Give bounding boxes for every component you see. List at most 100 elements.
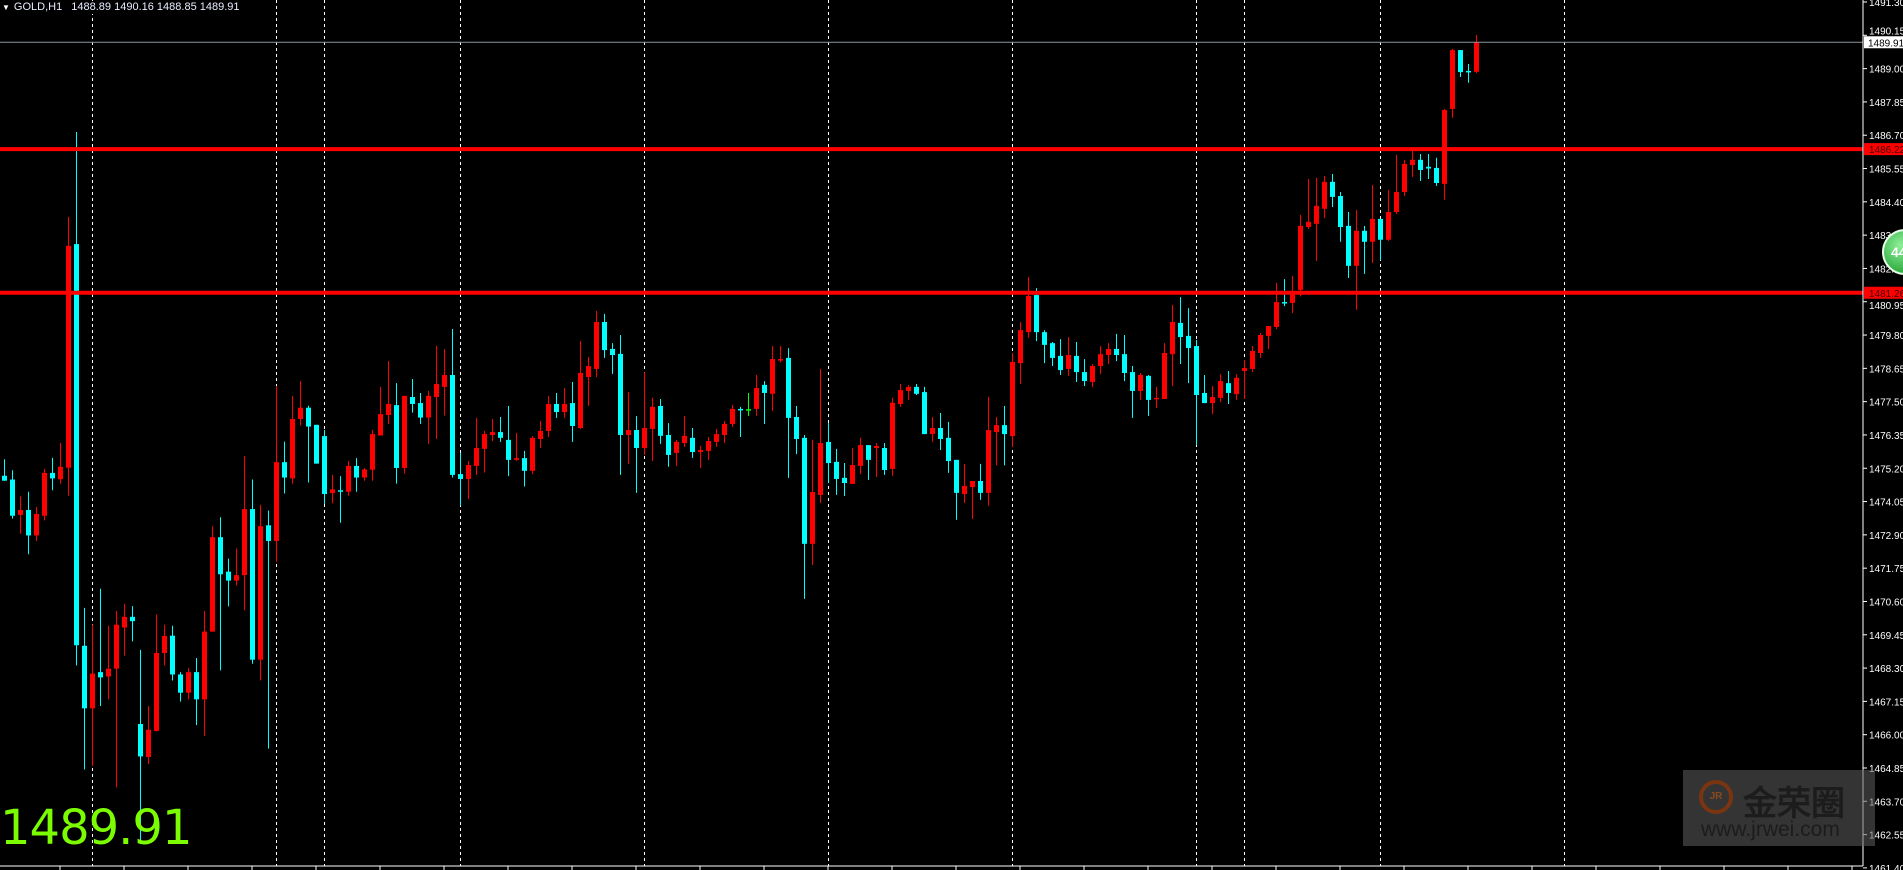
candle-body [642, 428, 647, 448]
candle [1338, 191, 1343, 242]
candle-body [1186, 335, 1191, 349]
price-tick-label: 1471.75 [1869, 564, 1903, 575]
candle-body [186, 672, 191, 693]
candle [1322, 176, 1327, 219]
candle [554, 392, 559, 418]
candle [818, 368, 823, 504]
candle [954, 459, 959, 520]
candle-body [626, 430, 631, 435]
candle [66, 216, 71, 496]
candle [1122, 335, 1127, 382]
candle [114, 611, 119, 788]
candle [1050, 341, 1055, 367]
candle-body [922, 392, 927, 435]
candle [498, 416, 503, 442]
candle-body [90, 673, 95, 709]
price-tick-label: 1470.60 [1869, 597, 1903, 608]
level-label: 1481.26 [1869, 289, 1903, 300]
candle-body [730, 408, 735, 424]
candle-body [970, 480, 975, 488]
candle [1058, 339, 1063, 376]
candle-body [1210, 397, 1215, 404]
candle-body [426, 395, 431, 418]
candle-body [786, 357, 791, 418]
badge-circle[interactable]: 44 [1882, 229, 1903, 275]
candle [154, 614, 159, 732]
candle [1474, 35, 1479, 73]
candle-body [322, 436, 327, 495]
candle [282, 441, 287, 494]
chart-header: ▼ GOLD,H1 1488.89 1490.16 1488.85 1489.91 [2, 1, 243, 14]
candle-body [1202, 392, 1207, 404]
candle [866, 445, 871, 480]
candle-body [58, 466, 63, 480]
candle [506, 405, 511, 477]
candle-body [946, 437, 951, 462]
candle [730, 404, 735, 427]
candle [1162, 343, 1167, 400]
candle-body [458, 474, 463, 479]
candle [1018, 322, 1023, 384]
price-tick-label: 1483.25 [1869, 231, 1903, 242]
candle-body [738, 408, 743, 411]
candle-body [1458, 50, 1463, 73]
candle-body [1442, 110, 1447, 184]
candle [226, 558, 231, 607]
candle-body [34, 514, 39, 536]
candle [10, 470, 15, 519]
candle [1410, 150, 1415, 177]
candle [1442, 108, 1447, 200]
candle [50, 457, 55, 491]
candle-body [1394, 191, 1399, 212]
candle-body [394, 405, 399, 468]
candle [34, 507, 39, 541]
dropdown-triangle-icon[interactable]: ▼ [2, 3, 10, 12]
candle-body [306, 407, 311, 427]
candle-body [234, 575, 239, 581]
candle [1138, 372, 1143, 400]
candle [1450, 48, 1455, 118]
candle [882, 443, 887, 475]
candle [1098, 346, 1103, 375]
candle [1234, 374, 1239, 400]
candle-body [442, 375, 447, 387]
candle-body [1178, 322, 1183, 338]
price-tick-label: 1475.20 [1869, 464, 1903, 475]
candle-body [410, 397, 415, 404]
candle [594, 311, 599, 378]
price-tick-label: 1467.15 [1869, 697, 1903, 708]
candle-body [1418, 159, 1423, 170]
candle [1066, 337, 1071, 376]
candle-body [122, 616, 127, 628]
candle [1402, 159, 1407, 197]
candle [562, 388, 567, 418]
candle [634, 416, 639, 493]
candle [658, 399, 663, 444]
candle-body [1034, 295, 1039, 333]
candle-body [210, 537, 215, 632]
price-tick-label: 1480.95 [1869, 301, 1903, 312]
candle-body [138, 723, 143, 757]
candle-body [1346, 225, 1351, 266]
candle [1306, 178, 1311, 230]
candle-body [1162, 352, 1167, 400]
candle-body [490, 432, 495, 435]
candle [762, 381, 767, 424]
candle-body [1306, 221, 1311, 228]
candle-body [618, 353, 623, 435]
candle-body [1218, 381, 1223, 398]
candle [306, 405, 311, 483]
candle [1042, 330, 1047, 364]
candle [346, 461, 351, 496]
candle [1346, 211, 1351, 278]
candle [258, 504, 263, 681]
candle-body [674, 441, 679, 453]
candle-body [1002, 425, 1007, 435]
candle-body [450, 375, 455, 475]
candle-body [2, 475, 7, 481]
candle [1082, 359, 1087, 387]
candle [826, 423, 831, 484]
candle-body [1362, 230, 1367, 242]
candle-body [1170, 322, 1175, 355]
